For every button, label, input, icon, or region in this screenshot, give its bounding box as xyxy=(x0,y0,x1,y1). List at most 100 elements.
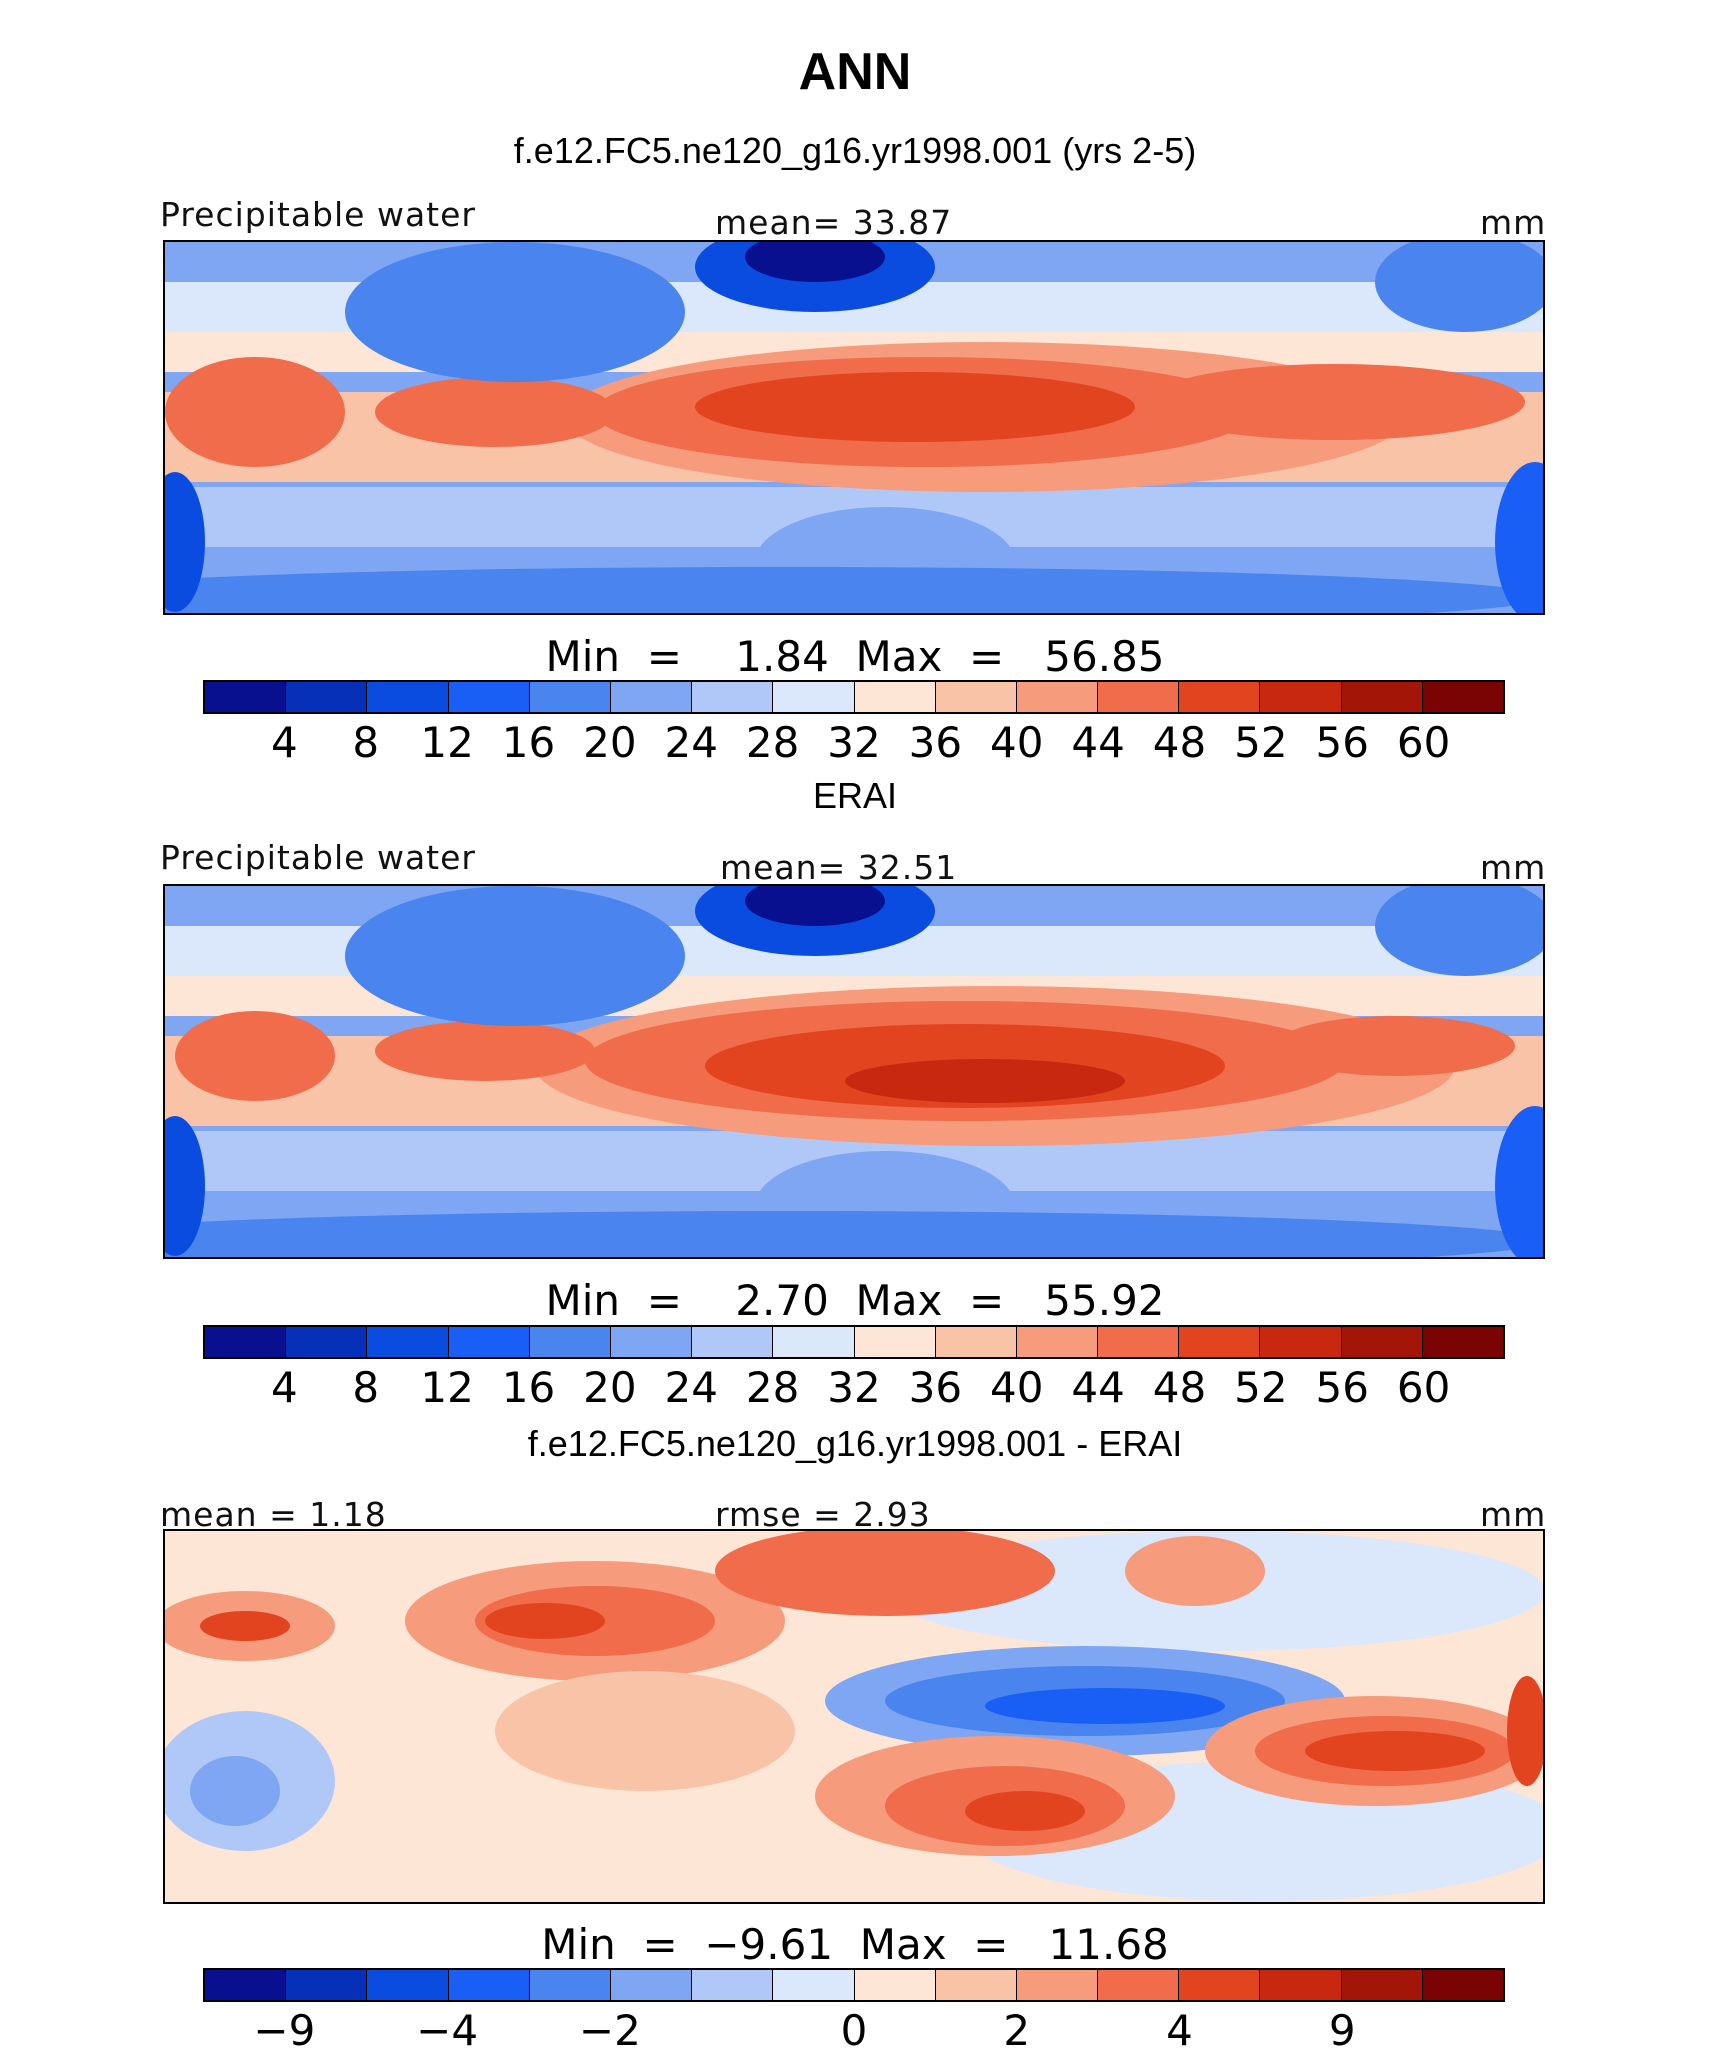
colorbar-swatch xyxy=(205,1970,287,2000)
colorbar-tick-label: 4 xyxy=(271,718,298,767)
colorbar-swatch xyxy=(529,682,611,712)
colorbar-tick-label: 48 xyxy=(1152,1363,1207,1412)
colorbar-swatch xyxy=(1179,1970,1261,2000)
panel1-units-label: mm xyxy=(1480,203,1547,242)
panel1-variable-label: Precipitable water xyxy=(160,195,476,234)
colorbar-tick-label: 44 xyxy=(1071,718,1125,767)
panel2-map xyxy=(163,884,1545,1259)
colorbar-swatch xyxy=(367,682,449,712)
colorbar-tick-label: 56 xyxy=(1315,718,1369,767)
panel1-colorbar xyxy=(203,680,1505,714)
panel2-variable-label: Precipitable water xyxy=(160,838,476,877)
panel2-units-label: mm xyxy=(1480,848,1547,887)
panel2-title: ERAI xyxy=(812,775,898,816)
colorbar-swatch xyxy=(1422,1327,1503,1357)
colorbar-swatch xyxy=(448,1327,530,1357)
colorbar-swatch xyxy=(610,1327,693,1357)
colorbar-swatch xyxy=(692,1327,774,1357)
colorbar-swatch xyxy=(1341,1327,1423,1357)
panel3-units-label: mm xyxy=(1480,1495,1547,1534)
colorbar-tick-label: −2 xyxy=(578,2006,641,2055)
colorbar-swatch xyxy=(1260,1970,1342,2000)
colorbar-tick-label: 24 xyxy=(664,718,718,767)
colorbar-swatch xyxy=(692,682,774,712)
colorbar-tick-label: 60 xyxy=(1396,718,1451,767)
colorbar-swatch xyxy=(205,682,287,712)
colorbar-swatch xyxy=(773,682,855,712)
colorbar-tick-label: −9 xyxy=(253,2006,316,2055)
colorbar-swatch xyxy=(205,1327,287,1357)
colorbar-tick-label: 60 xyxy=(1396,1363,1451,1412)
panel2-colorbar xyxy=(203,1325,1505,1359)
figure-title: ANN xyxy=(798,43,912,101)
colorbar-tick-label: 28 xyxy=(745,1363,800,1412)
colorbar-swatch xyxy=(1422,1970,1503,2000)
colorbar-tick-label: 2 xyxy=(1003,2006,1031,2055)
colorbar-swatch xyxy=(367,1970,449,2000)
colorbar-swatch xyxy=(1016,1327,1099,1357)
colorbar-tick-label: 20 xyxy=(583,1363,637,1412)
colorbar-tick-label: 36 xyxy=(908,1363,963,1412)
colorbar-tick-label: 0 xyxy=(840,2006,868,2055)
panel1-title: f.e12.FC5.ne120_g16.yr1998.001 (yrs 2-5) xyxy=(513,130,1197,171)
colorbar-swatch xyxy=(1098,1970,1180,2000)
colorbar-tick-label: 32 xyxy=(827,718,881,767)
colorbar-swatch xyxy=(448,1970,530,2000)
colorbar-swatch xyxy=(692,1970,774,2000)
colorbar-tick-label: 9 xyxy=(1328,2006,1356,2055)
colorbar-swatch xyxy=(286,1970,368,2000)
colorbar-swatch xyxy=(935,682,1017,712)
panel3-map-field xyxy=(165,1531,1543,1902)
colorbar-tick-label: 40 xyxy=(990,718,1044,767)
colorbar-tick-label: 8 xyxy=(352,718,380,767)
colorbar-tick-label: 24 xyxy=(664,1363,718,1412)
colorbar-swatch xyxy=(854,682,936,712)
colorbar-swatch xyxy=(1098,682,1180,712)
colorbar-swatch xyxy=(529,1970,611,2000)
colorbar-swatch xyxy=(1341,682,1423,712)
panel3-map xyxy=(163,1529,1545,1904)
colorbar-tick-label: 40 xyxy=(990,1363,1044,1412)
colorbar-swatch xyxy=(367,1327,449,1357)
colorbar-swatch xyxy=(854,1970,936,2000)
colorbar-tick-label: 28 xyxy=(745,718,800,767)
colorbar-swatch xyxy=(1341,1970,1423,2000)
colorbar-swatch xyxy=(529,1327,611,1357)
colorbar-swatch xyxy=(286,682,368,712)
colorbar-swatch xyxy=(1260,682,1342,712)
colorbar-tick-label: 52 xyxy=(1234,1363,1288,1412)
panel1-mean-label: mean= 33.87 xyxy=(715,203,953,242)
colorbar-tick-label: 44 xyxy=(1071,1363,1125,1412)
panel3-title: f.e12.FC5.ne120_g16.yr1998.001 - ERAI xyxy=(527,1423,1183,1464)
colorbar-swatch xyxy=(1016,682,1099,712)
colorbar-swatch xyxy=(1260,1327,1342,1357)
panel1-minmax: Min = 1.84 Max = 56.85 xyxy=(545,632,1165,681)
colorbar-swatch xyxy=(448,682,530,712)
panel1-map xyxy=(163,240,1545,615)
colorbar-swatch xyxy=(773,1970,855,2000)
colorbar-tick-label: 12 xyxy=(420,1363,474,1412)
panel3-minmax: Min = −9.61 Max = 11.68 xyxy=(541,1920,1169,1969)
colorbar-tick-label: 52 xyxy=(1234,718,1288,767)
panel2-map-field xyxy=(165,886,1543,1257)
colorbar-tick-label: 48 xyxy=(1152,718,1207,767)
colorbar-swatch xyxy=(773,1327,855,1357)
panel3-mean-label: mean = 1.18 xyxy=(160,1495,387,1534)
colorbar-tick-label: 36 xyxy=(908,718,963,767)
colorbar-tick-label: 20 xyxy=(583,718,637,767)
colorbar-tick-label: 4 xyxy=(1166,2006,1193,2055)
colorbar-swatch xyxy=(286,1327,368,1357)
colorbar-tick-label: −4 xyxy=(416,2006,479,2055)
colorbar-tick-label: 56 xyxy=(1315,1363,1369,1412)
panel2-minmax: Min = 2.70 Max = 55.92 xyxy=(545,1276,1165,1325)
panel1-map-field xyxy=(165,242,1543,613)
colorbar-swatch xyxy=(1016,1970,1099,2000)
colorbar-swatch xyxy=(1098,1327,1180,1357)
colorbar-swatch xyxy=(610,682,693,712)
colorbar-tick-label: 32 xyxy=(827,1363,881,1412)
panel2-mean-label: mean= 32.51 xyxy=(720,848,958,887)
panel3-colorbar xyxy=(203,1968,1505,2002)
colorbar-swatch xyxy=(1179,1327,1261,1357)
colorbar-swatch xyxy=(935,1970,1017,2000)
colorbar-swatch xyxy=(610,1970,693,2000)
